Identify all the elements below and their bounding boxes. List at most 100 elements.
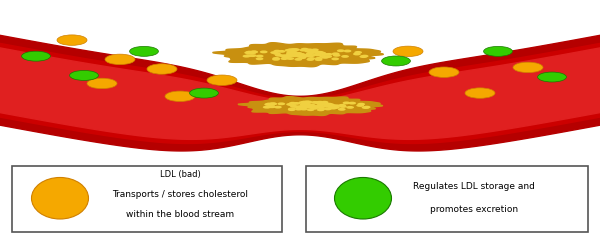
- Ellipse shape: [280, 57, 288, 60]
- Ellipse shape: [298, 55, 306, 57]
- Ellipse shape: [296, 107, 304, 110]
- Ellipse shape: [321, 56, 329, 59]
- Ellipse shape: [325, 53, 333, 56]
- Ellipse shape: [207, 75, 237, 85]
- Ellipse shape: [348, 102, 356, 105]
- Ellipse shape: [302, 55, 310, 57]
- Ellipse shape: [305, 104, 313, 107]
- Ellipse shape: [307, 58, 314, 61]
- Ellipse shape: [284, 55, 292, 58]
- Ellipse shape: [341, 55, 349, 58]
- Ellipse shape: [538, 72, 566, 82]
- Ellipse shape: [246, 51, 254, 54]
- Ellipse shape: [311, 51, 319, 54]
- Ellipse shape: [287, 51, 295, 53]
- Ellipse shape: [290, 105, 298, 108]
- Ellipse shape: [290, 54, 298, 57]
- Ellipse shape: [321, 102, 329, 105]
- Ellipse shape: [315, 52, 323, 55]
- Ellipse shape: [356, 104, 364, 107]
- Ellipse shape: [329, 104, 337, 107]
- Ellipse shape: [300, 102, 308, 105]
- Text: LDL (bad): LDL (bad): [160, 170, 200, 179]
- Ellipse shape: [332, 104, 340, 107]
- Ellipse shape: [363, 106, 371, 109]
- Ellipse shape: [265, 103, 273, 105]
- Ellipse shape: [299, 103, 307, 106]
- Ellipse shape: [313, 53, 320, 56]
- Ellipse shape: [296, 54, 304, 57]
- Ellipse shape: [303, 49, 311, 52]
- Ellipse shape: [362, 106, 370, 109]
- Ellipse shape: [269, 102, 277, 105]
- Ellipse shape: [165, 91, 195, 101]
- Ellipse shape: [316, 101, 324, 104]
- Ellipse shape: [250, 51, 258, 53]
- Ellipse shape: [299, 56, 307, 59]
- Ellipse shape: [338, 104, 346, 107]
- Ellipse shape: [298, 53, 305, 56]
- Ellipse shape: [335, 177, 392, 219]
- Ellipse shape: [298, 53, 305, 56]
- Ellipse shape: [256, 57, 263, 60]
- Ellipse shape: [305, 104, 313, 107]
- Ellipse shape: [87, 78, 117, 89]
- Ellipse shape: [307, 108, 314, 111]
- Ellipse shape: [272, 57, 280, 60]
- Ellipse shape: [57, 35, 87, 45]
- Ellipse shape: [22, 51, 50, 61]
- Ellipse shape: [295, 108, 302, 110]
- Ellipse shape: [296, 105, 304, 108]
- Ellipse shape: [130, 46, 158, 56]
- Ellipse shape: [289, 104, 296, 107]
- Ellipse shape: [324, 104, 332, 107]
- Ellipse shape: [321, 103, 329, 105]
- Ellipse shape: [318, 105, 326, 108]
- Ellipse shape: [270, 51, 278, 54]
- Ellipse shape: [325, 104, 333, 107]
- Ellipse shape: [32, 177, 89, 219]
- FancyBboxPatch shape: [306, 166, 588, 232]
- Ellipse shape: [306, 105, 314, 108]
- Ellipse shape: [301, 54, 309, 57]
- Ellipse shape: [310, 105, 317, 107]
- Ellipse shape: [324, 107, 332, 110]
- Ellipse shape: [307, 106, 315, 109]
- Ellipse shape: [316, 104, 324, 107]
- Ellipse shape: [248, 51, 256, 54]
- Ellipse shape: [290, 48, 298, 51]
- Ellipse shape: [327, 103, 335, 106]
- Ellipse shape: [263, 106, 271, 109]
- Ellipse shape: [319, 52, 326, 55]
- Ellipse shape: [337, 49, 344, 52]
- Ellipse shape: [295, 58, 302, 61]
- Ellipse shape: [70, 71, 98, 80]
- Text: Transports / stores cholesterol: Transports / stores cholesterol: [112, 190, 248, 199]
- Polygon shape: [0, 48, 600, 139]
- Ellipse shape: [320, 102, 328, 105]
- Ellipse shape: [308, 105, 316, 107]
- Ellipse shape: [333, 54, 341, 57]
- Text: within the blood stream: within the blood stream: [126, 210, 234, 219]
- Ellipse shape: [279, 54, 287, 57]
- Ellipse shape: [307, 51, 315, 54]
- Ellipse shape: [353, 53, 361, 55]
- Ellipse shape: [311, 50, 319, 52]
- Ellipse shape: [298, 106, 305, 109]
- Ellipse shape: [304, 105, 312, 107]
- Ellipse shape: [325, 103, 333, 105]
- Polygon shape: [213, 43, 383, 67]
- Ellipse shape: [311, 101, 319, 104]
- Ellipse shape: [307, 104, 315, 106]
- Ellipse shape: [305, 48, 313, 51]
- Ellipse shape: [304, 101, 311, 104]
- Ellipse shape: [316, 52, 324, 55]
- Ellipse shape: [321, 53, 329, 56]
- Ellipse shape: [299, 105, 307, 108]
- Ellipse shape: [323, 104, 331, 107]
- Ellipse shape: [265, 105, 273, 108]
- Ellipse shape: [310, 107, 318, 110]
- Ellipse shape: [300, 108, 308, 110]
- Ellipse shape: [269, 102, 277, 105]
- Ellipse shape: [304, 54, 311, 57]
